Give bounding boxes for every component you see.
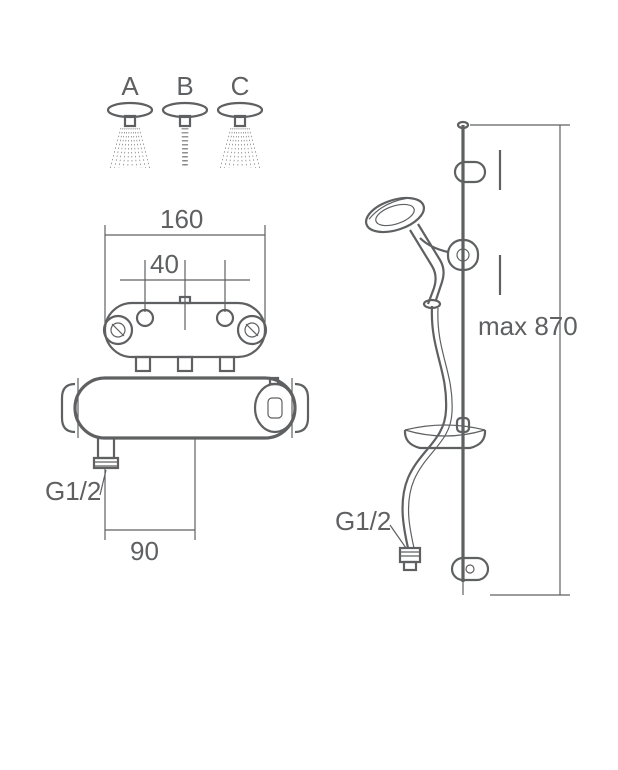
label-g12-right: G1/2 (335, 506, 391, 536)
dim-40: 40 (150, 249, 179, 279)
spray-label-a: A (121, 71, 139, 101)
outlet-hole-left (137, 310, 153, 326)
spray-head-b (163, 103, 207, 126)
shower-set: G1/2 max 870 (335, 122, 578, 595)
spray-options: A B C (108, 71, 262, 168)
inlet-right (238, 316, 266, 344)
outlet-hole-right (217, 310, 233, 326)
wall-mount-top (455, 162, 485, 182)
dim-160: 160 (160, 204, 203, 234)
hand-shower (362, 191, 444, 308)
inlet-left (104, 316, 132, 344)
spray-label-b: B (176, 71, 193, 101)
label-g12-left: G1/2 (45, 476, 101, 506)
spray-pattern-b (182, 128, 188, 168)
mixer-body (75, 378, 295, 438)
spray-head-a (108, 103, 152, 126)
outlet-spigot (94, 438, 118, 468)
spray-pattern-c (220, 128, 260, 168)
mixer: 160 40 (45, 204, 308, 566)
spray-pattern-a (110, 128, 150, 168)
spray-label-c: C (231, 71, 250, 101)
dim-max870: max 870 (478, 311, 578, 341)
wall-mount-bottom (452, 558, 488, 580)
technical-drawing: A B C 160 40 (0, 0, 618, 770)
spray-head-c (218, 103, 262, 126)
dim-90: 90 (130, 536, 159, 566)
hose-nut (400, 548, 420, 570)
temp-handle (255, 378, 308, 438)
